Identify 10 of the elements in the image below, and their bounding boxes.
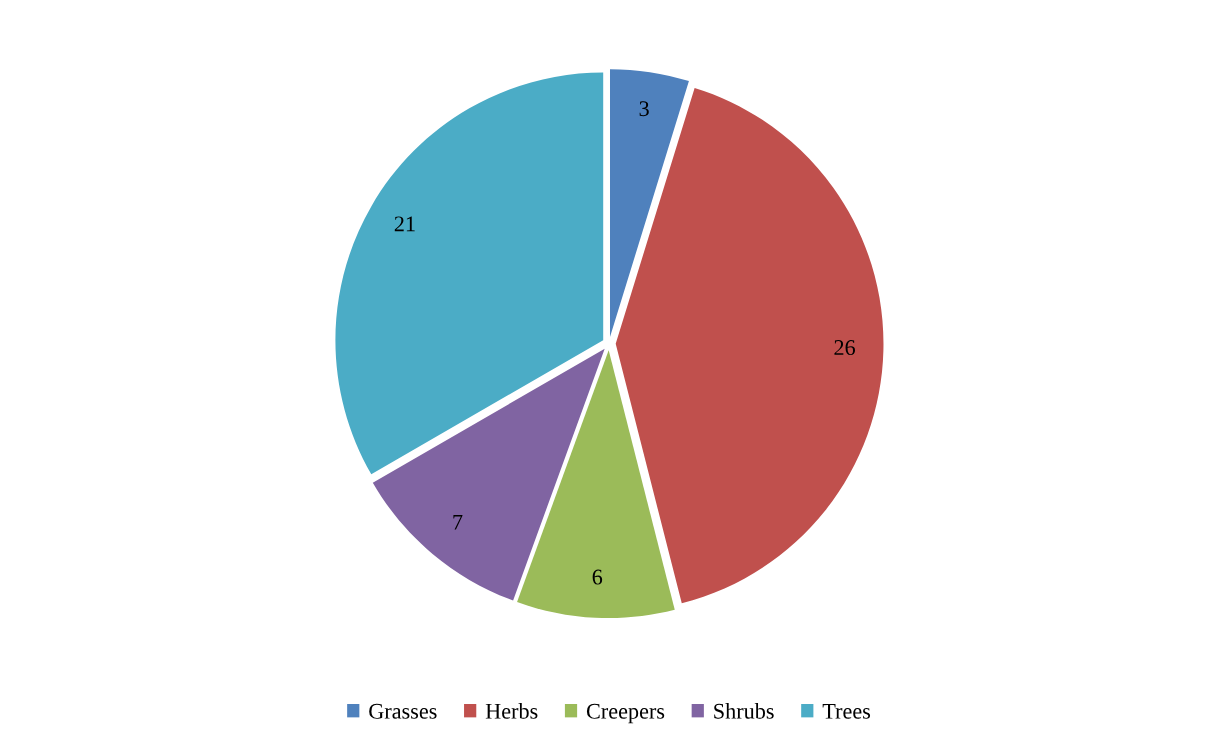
legend-label: Creepers <box>586 703 665 724</box>
data-label: 6 <box>592 569 603 585</box>
data-label: 7 <box>453 514 463 530</box>
legend-label: Herbs <box>485 703 538 719</box>
data-label: 3 <box>639 101 649 117</box>
data-label: 21 <box>394 216 415 232</box>
data-label: 26 <box>834 340 856 356</box>
legend-label: Shrubs <box>714 703 774 719</box>
legend-label: Trees <box>822 703 871 719</box>
legend-label: Grasses <box>369 703 437 719</box>
